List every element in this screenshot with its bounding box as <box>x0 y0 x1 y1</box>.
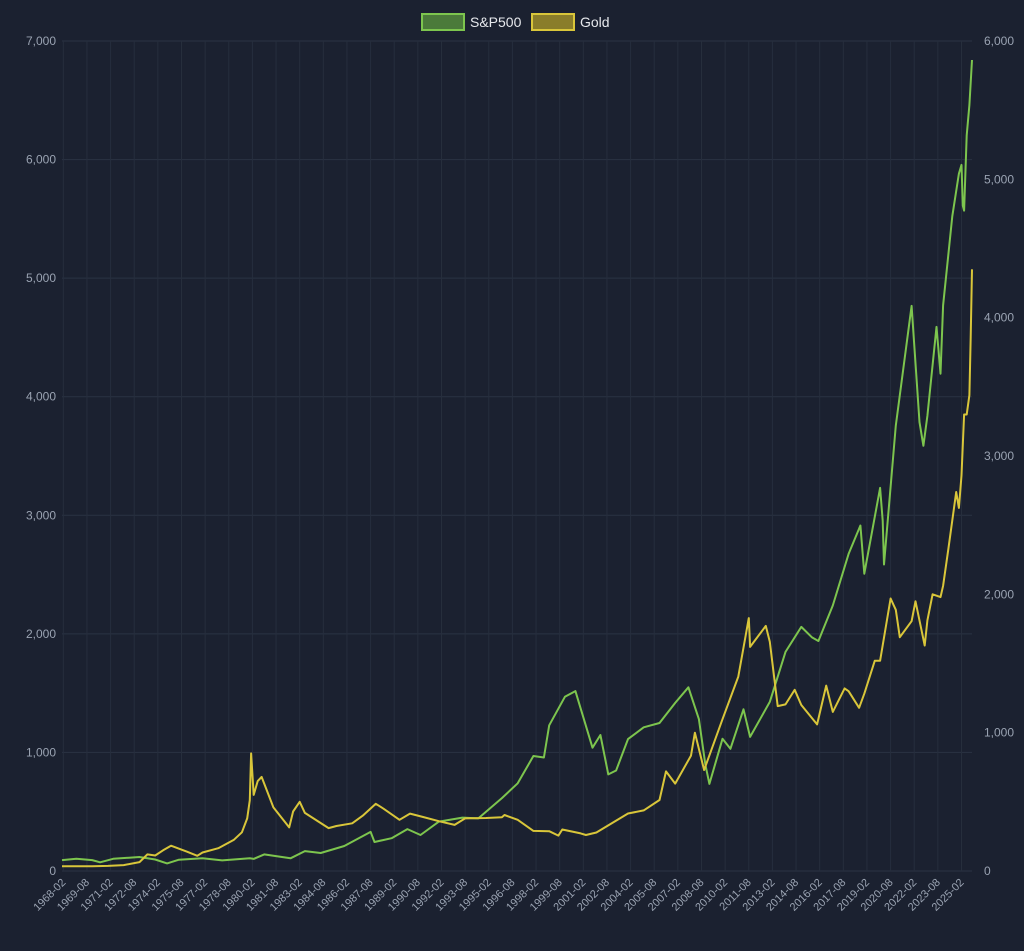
y-left-tick-label: 3,000 <box>26 508 56 522</box>
y-left-tick-label: 4,000 <box>26 390 56 404</box>
y-left-tick-label: 7,000 <box>26 34 56 48</box>
y-left-tick-label: 1,000 <box>26 745 56 759</box>
y-right-tick-label: 3,000 <box>984 449 1014 463</box>
y-left-tick-label: 2,000 <box>26 627 56 641</box>
series-lines <box>61 59 973 868</box>
legend-label-gold: Gold <box>580 14 610 30</box>
y-left-tick-label: 5,000 <box>26 271 56 285</box>
y-right-tick-label: 4,000 <box>984 311 1014 325</box>
series-line-gold <box>62 269 973 868</box>
y-right-tick-label: 6,000 <box>984 34 1014 48</box>
legend-item-sp500[interactable]: S&P500 <box>421 13 522 31</box>
y-left-tick-label: 6,000 <box>26 153 56 167</box>
legend-swatch-sp500 <box>421 13 465 31</box>
y-left-tick-label: 0 <box>49 864 56 878</box>
y-right-tick-label: 5,000 <box>984 172 1014 186</box>
legend-swatch-gold <box>531 13 575 31</box>
y-right-tick-label: 1,000 <box>984 726 1014 740</box>
legend-label-sp500: S&P500 <box>470 14 522 30</box>
y-right-tick-label: 0 <box>984 864 991 878</box>
legend[interactable]: S&P500 Gold <box>421 13 610 31</box>
legend-item-gold[interactable]: Gold <box>531 13 610 31</box>
y-right-tick-label: 2,000 <box>984 587 1014 601</box>
series-line-sp500 <box>61 59 973 865</box>
